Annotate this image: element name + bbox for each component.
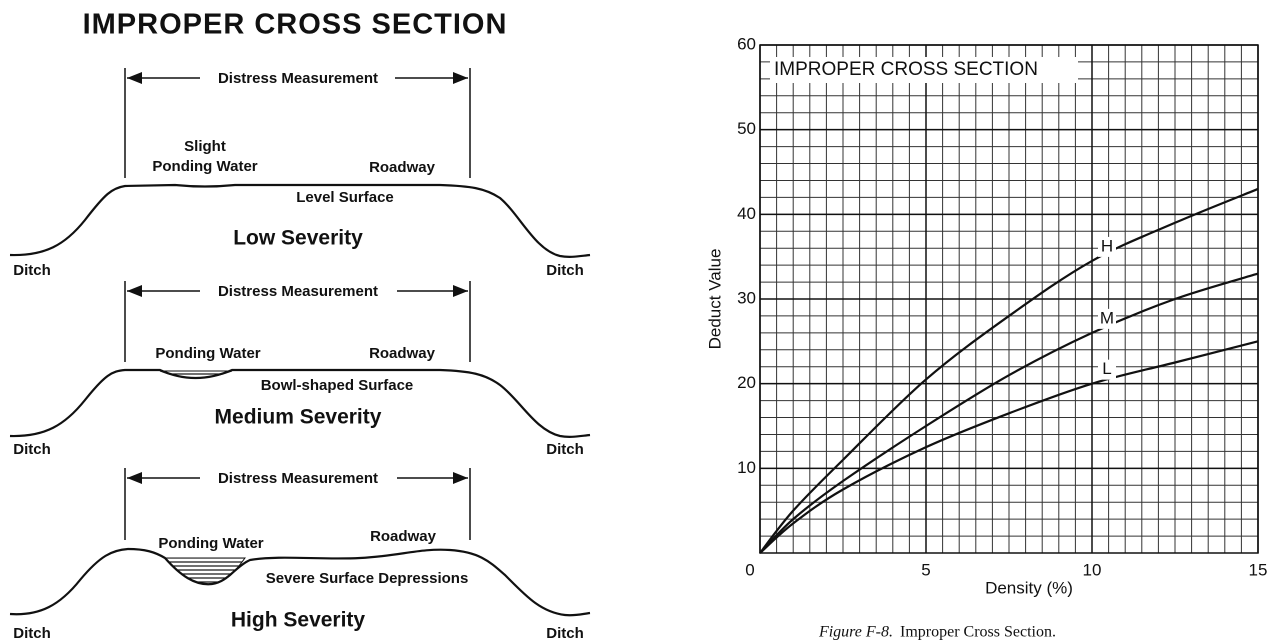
y-tick-label: 30	[737, 288, 756, 307]
diagram: IMPROPER CROSS SECTION Distress Measurem…	[10, 9, 590, 642]
x-tick-label: 0	[745, 560, 754, 579]
y-tick-label: 40	[737, 204, 756, 223]
chart-title: IMPROPER CROSS SECTION	[774, 59, 1038, 80]
page: IMPROPER CROSS SECTION Distress Measurem…	[0, 0, 1279, 643]
measurement-label: Distress Measurement	[218, 70, 378, 87]
caption-label: Figure F-8.	[818, 624, 893, 641]
panel-high: Distress Measurement Ponding Water Roadw…	[10, 468, 590, 642]
ditch: Ditch	[13, 262, 51, 279]
label: Ponding Water	[158, 535, 263, 552]
x-tick-label: 15	[1249, 560, 1268, 579]
label: Bowl-shaped Surface	[261, 377, 414, 394]
severity: High Severity	[231, 609, 366, 632]
series-label: H	[1101, 236, 1113, 255]
ditch: Ditch	[13, 625, 51, 642]
chart: 10 20 30 40 50 60 0 5 10 15 IMPROPER CROSS SECTION…	[705, 34, 1267, 597]
diagram-title: IMPROPER CROSS SECTION	[83, 9, 508, 41]
x-tick-label: 10	[1083, 560, 1102, 579]
x-axis-label: Density (%)	[985, 578, 1073, 597]
severity: Medium Severity	[215, 406, 382, 429]
severity: Low Severity	[233, 227, 363, 250]
label: Severe Surface Depressions	[266, 570, 469, 587]
ditch: Ditch	[546, 441, 584, 458]
label: Roadway	[370, 528, 437, 545]
panel-medium: Distress Measurement Ponding Water Roadw…	[10, 281, 590, 458]
ditch: Ditch	[546, 625, 584, 642]
series-label: M	[1100, 308, 1114, 327]
label: Roadway	[369, 159, 436, 176]
ditch: Ditch	[13, 441, 51, 458]
y-tick-label: 10	[737, 458, 756, 477]
measurement-label: Distress Measurement	[218, 470, 378, 487]
label: Roadway	[369, 345, 436, 362]
series-label: L	[1102, 359, 1111, 378]
caption: Improper Cross Section.	[900, 624, 1056, 641]
y-axis-label: Deduct Value	[705, 249, 724, 350]
y-tick-label: 20	[737, 373, 756, 392]
label: Slight	[184, 138, 226, 155]
ditch: Ditch	[546, 262, 584, 279]
x-tick-label: 5	[921, 560, 930, 579]
measurement-label: Distress Measurement	[218, 283, 378, 300]
label: Ponding Water	[155, 345, 260, 362]
panel-low: Distress Measurement Slight Ponding Wate…	[10, 68, 590, 279]
y-tick-label: 50	[737, 119, 756, 138]
label: Ponding Water	[152, 158, 257, 175]
y-tick-label: 60	[737, 34, 756, 53]
label: Level Surface	[296, 189, 394, 206]
